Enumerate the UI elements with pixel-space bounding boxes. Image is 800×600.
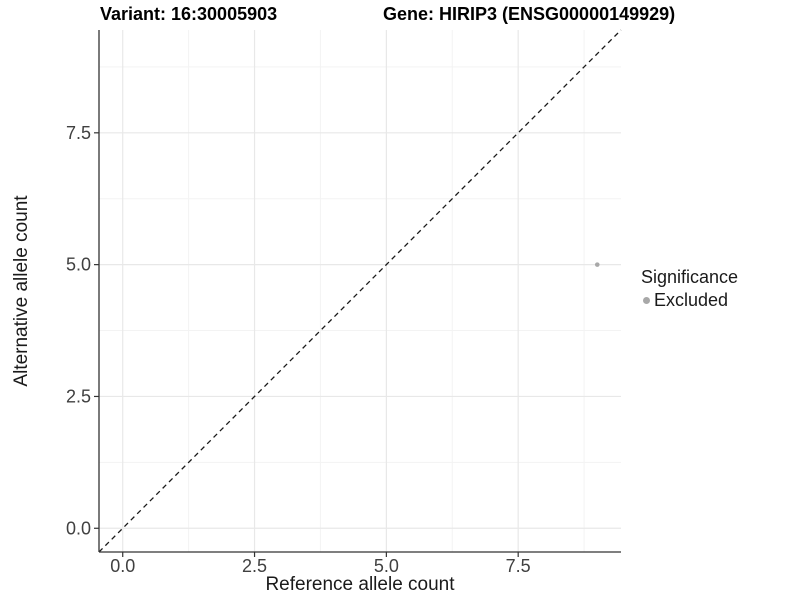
legend-entry-label: Excluded	[654, 290, 729, 310]
legend-entry-excluded: Excluded	[641, 290, 738, 311]
x-tick-label: 5.0	[374, 556, 399, 576]
x-axis-title: Reference allele count	[265, 574, 455, 595]
y-tick-label: 0.0	[66, 518, 91, 538]
y-axis-title-text: Alternative allele count	[11, 195, 32, 387]
y-tick-label: 5.0	[66, 255, 91, 275]
gene-title: Gene: HIRIP3 (ENSG00000149929)	[383, 4, 676, 24]
identity-line	[98, 29, 622, 553]
legend: Significance Excluded	[641, 266, 738, 311]
legend-key-dot-icon	[643, 297, 650, 304]
x-tick-label: 0.0	[110, 556, 135, 576]
y-tick-label: 7.5	[66, 123, 91, 143]
legend-title: Significance	[641, 267, 739, 287]
variant-title: Variant: 16:30005903	[100, 4, 278, 24]
y-tick-label: 2.5	[66, 386, 91, 406]
x-tick-label: 2.5	[242, 556, 267, 576]
data-point	[594, 262, 600, 267]
x-tick-label: 7.5	[506, 556, 531, 576]
